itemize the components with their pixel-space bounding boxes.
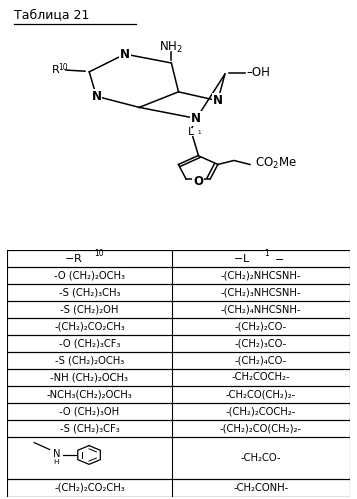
Text: -O (CH₂)₃CF₃: -O (CH₂)₃CF₃	[59, 338, 120, 348]
Text: -O (CH₂)₃OH: -O (CH₂)₃OH	[59, 406, 120, 416]
Text: -(CH₂)₂CO₂CH₃: -(CH₂)₂CO₂CH₃	[54, 321, 125, 331]
Text: N: N	[213, 94, 223, 107]
Text: L: L	[188, 127, 194, 137]
Text: -CH₂CO-: -CH₂CO-	[241, 453, 281, 463]
Text: NH$_2$: NH$_2$	[160, 40, 183, 55]
Text: 10: 10	[95, 249, 104, 258]
Text: 10: 10	[59, 63, 68, 72]
Text: -NH (CH₂)₂OCH₃: -NH (CH₂)₂OCH₃	[50, 372, 129, 382]
Text: N: N	[53, 450, 60, 460]
Text: O: O	[193, 175, 203, 188]
Text: $-$R: $-$R	[64, 252, 82, 264]
Text: -(CH₂)₂CO₂CH₃: -(CH₂)₂CO₂CH₃	[54, 483, 125, 493]
Text: CO$_2$Me: CO$_2$Me	[255, 156, 297, 171]
Text: -S (CH₂)₃CH₃: -S (CH₂)₃CH₃	[59, 287, 120, 297]
Text: -S (CH₂)₂OCH₃: -S (CH₂)₂OCH₃	[55, 355, 124, 365]
Text: -S (CH₂)₂OH: -S (CH₂)₂OH	[60, 304, 119, 314]
Text: -CH₂COCH₂-: -CH₂COCH₂-	[231, 372, 290, 382]
Text: -(CH₂)₃CO-: -(CH₂)₃CO-	[235, 338, 287, 348]
Text: -(CH₂)₂CO-: -(CH₂)₂CO-	[235, 321, 287, 331]
Text: -(CH₂)₂CO(CH₂)₂-: -(CH₂)₂CO(CH₂)₂-	[220, 423, 302, 433]
Text: -S (CH₂)₃CF₃: -S (CH₂)₃CF₃	[60, 423, 119, 433]
Text: -(CH₂)₄NHCSNH-: -(CH₂)₄NHCSNH-	[221, 304, 301, 314]
Text: 1: 1	[264, 249, 269, 258]
Text: -NCH₃(CH₂)₂OCH₃: -NCH₃(CH₂)₂OCH₃	[46, 389, 132, 399]
Text: N: N	[191, 112, 201, 125]
Text: –OH: –OH	[246, 66, 270, 79]
Text: -(CH₂)₂COCH₂-: -(CH₂)₂COCH₂-	[226, 406, 296, 416]
Text: -(CH₂)₃NHCSNH-: -(CH₂)₃NHCSNH-	[221, 287, 301, 297]
Text: N: N	[120, 47, 130, 60]
Text: H: H	[54, 459, 59, 465]
Text: -(CH₂)₂NHCSNH-: -(CH₂)₂NHCSNH-	[221, 270, 301, 280]
Text: $^1$: $^1$	[197, 130, 203, 139]
Text: -(CH₂)₄CO-: -(CH₂)₄CO-	[235, 355, 287, 365]
Text: R: R	[51, 65, 59, 75]
Text: $-$L: $-$L	[233, 252, 251, 264]
Text: -CH₂CONH-: -CH₂CONH-	[233, 483, 288, 493]
Text: $-$: $-$	[275, 253, 285, 263]
Text: -CH₂CO(CH₂)₂-: -CH₂CO(CH₂)₂-	[226, 389, 296, 399]
Text: Таблица 21: Таблица 21	[14, 8, 90, 21]
Text: N: N	[91, 90, 101, 103]
Text: -O (CH₂)₂OCH₃: -O (CH₂)₂OCH₃	[54, 270, 125, 280]
